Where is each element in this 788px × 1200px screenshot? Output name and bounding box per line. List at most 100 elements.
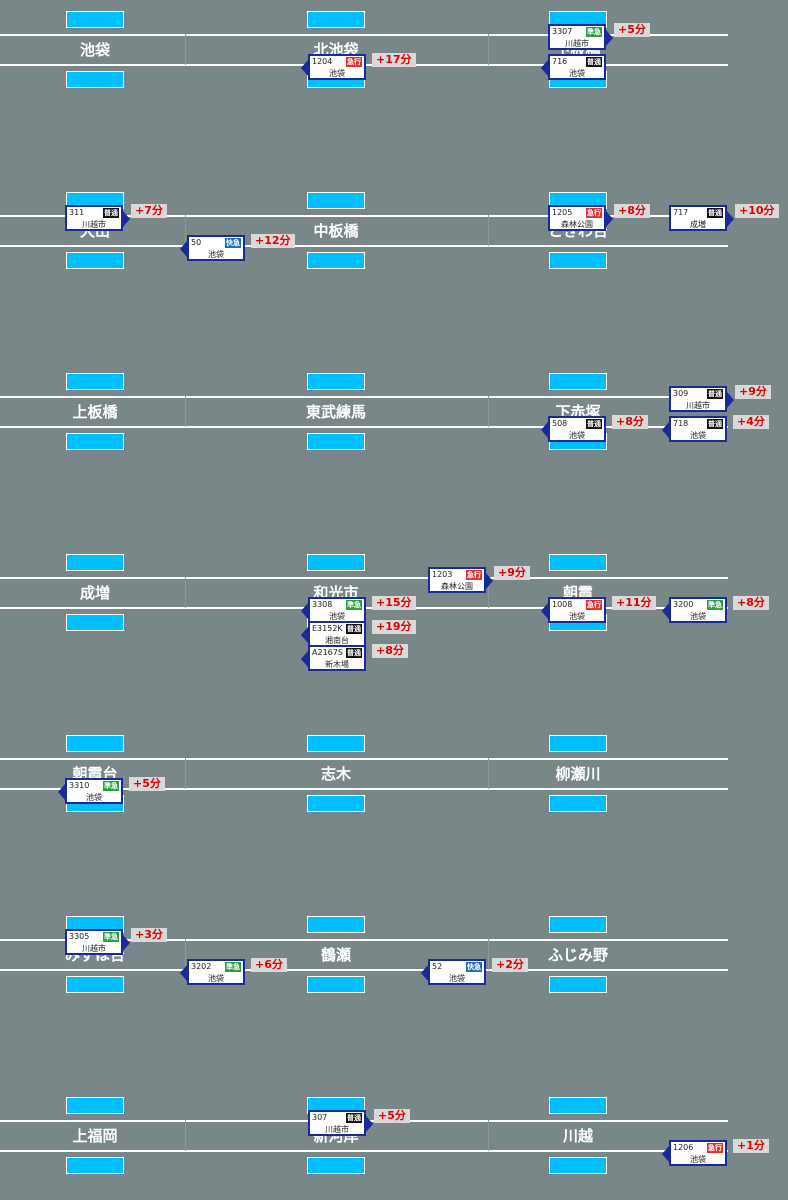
platform <box>307 976 365 993</box>
train-type-badge: 普通 <box>103 208 119 218</box>
platform <box>549 252 607 269</box>
train-marker[interactable]: 3307 準急 川越市 <box>548 24 613 50</box>
train-marker[interactable]: 52 快急 池袋 <box>421 959 486 985</box>
platform <box>66 71 124 88</box>
train-number: 3202 <box>191 962 212 971</box>
section-divider <box>488 758 489 789</box>
arrow-left-icon <box>301 651 308 667</box>
train-type-badge: 普通 <box>586 419 602 429</box>
platform <box>307 1157 365 1174</box>
track-up <box>0 426 728 428</box>
train-number: 311 <box>69 208 85 217</box>
train-type-badge: 快急 <box>225 238 241 248</box>
section-divider <box>488 215 489 246</box>
arrow-right-icon <box>727 392 734 408</box>
station-name[interactable]: 鶴瀬 <box>320 946 351 964</box>
arrow-left-icon <box>662 603 669 619</box>
train-marker[interactable]: 1204 急行 池袋 <box>301 54 366 80</box>
train-number: 3307 <box>552 27 573 36</box>
train-destination: 池袋 <box>208 974 224 983</box>
arrow-right-icon <box>606 211 613 227</box>
train-marker[interactable]: 1206 急行 池袋 <box>662 1140 727 1166</box>
platform <box>307 735 365 752</box>
train-marker[interactable]: 307 普通 川越市 <box>308 1110 373 1136</box>
train-marker[interactable]: 3308 準急 池袋 <box>301 597 366 623</box>
platform <box>549 1157 607 1174</box>
delay-badge: +5分 <box>614 23 650 37</box>
track-up <box>0 969 728 971</box>
platform <box>66 11 124 28</box>
station-name[interactable]: 川越 <box>562 1127 593 1145</box>
track-down <box>0 396 728 398</box>
platform <box>307 795 365 812</box>
section-divider <box>488 577 489 608</box>
delay-badge: +15分 <box>372 596 416 610</box>
train-number: 718 <box>673 419 689 428</box>
train-number: 1008 <box>552 600 573 609</box>
station-name[interactable]: 中板橋 <box>313 222 359 240</box>
train-marker[interactable]: A2167S 普通 新木場 <box>301 645 366 671</box>
station-name[interactable]: ふじみ野 <box>547 946 608 964</box>
train-number: 309 <box>673 389 689 398</box>
platform <box>549 554 607 571</box>
train-marker[interactable]: 3200 準急 池袋 <box>662 597 727 623</box>
train-marker[interactable]: E3152K 普通 湘南台 <box>301 621 366 647</box>
station-name[interactable]: 東武練馬 <box>305 403 366 421</box>
train-marker[interactable]: 309 普通 川越市 <box>669 386 734 412</box>
station-name[interactable]: 柳瀬川 <box>555 765 601 783</box>
arrow-left-icon <box>58 784 65 800</box>
train-marker[interactable]: 3310 準急 池袋 <box>58 778 123 804</box>
train-marker[interactable]: 508 普通 池袋 <box>541 416 606 442</box>
train-marker[interactable]: 311 普通 川越市 <box>65 205 130 231</box>
arrow-right-icon <box>366 1116 373 1132</box>
train-number: 3310 <box>69 781 90 790</box>
train-marker[interactable]: 717 普通 成増 <box>669 205 734 231</box>
section-divider <box>185 215 186 246</box>
train-marker[interactable]: 3305 準急 川越市 <box>65 929 130 955</box>
train-marker[interactable]: 50 快急 池袋 <box>180 235 245 261</box>
delay-badge: +3分 <box>131 928 167 942</box>
station-name[interactable]: 池袋 <box>79 41 110 59</box>
station-name[interactable]: 成増 <box>79 584 110 602</box>
train-marker[interactable]: 716 普通 池袋 <box>541 54 606 80</box>
arrow-left-icon <box>662 1146 669 1162</box>
train-marker[interactable]: 3202 準急 池袋 <box>180 959 245 985</box>
train-number: 508 <box>552 419 568 428</box>
train-number: A2167S <box>312 648 343 657</box>
track-up <box>0 1150 728 1152</box>
delay-badge: +11分 <box>612 596 656 610</box>
delay-badge: +19分 <box>372 620 416 634</box>
section-divider <box>185 939 186 970</box>
platform <box>307 192 365 209</box>
train-type-badge: 準急 <box>707 600 723 610</box>
station-name[interactable]: 上福岡 <box>72 1127 118 1145</box>
train-number: E3152K <box>312 624 343 633</box>
arrow-left-icon <box>301 627 308 643</box>
section-divider <box>488 939 489 970</box>
station-name[interactable]: 志木 <box>320 765 351 783</box>
train-marker[interactable]: 1008 急行 池袋 <box>541 597 606 623</box>
train-marker[interactable]: 1203 急行 森林公園 <box>428 567 493 593</box>
train-type-badge: 急行 <box>466 570 482 580</box>
platform <box>307 373 365 390</box>
arrow-left-icon <box>180 241 187 257</box>
platform <box>66 976 124 993</box>
train-destination: 池袋 <box>569 612 585 621</box>
arrow-right-icon <box>486 573 493 589</box>
track-down <box>0 577 728 579</box>
platform <box>66 1097 124 1114</box>
train-number: 1206 <box>673 1143 694 1152</box>
train-type-badge: 普通 <box>586 57 602 67</box>
track-up <box>0 788 728 790</box>
platform <box>549 795 607 812</box>
track-down <box>0 34 728 36</box>
station-name[interactable]: 上板橋 <box>72 403 118 421</box>
train-marker[interactable]: 1205 急行 森林公園 <box>548 205 613 231</box>
train-number: 307 <box>312 1113 328 1122</box>
platform <box>549 916 607 933</box>
section-divider <box>488 1120 489 1151</box>
train-destination: 池袋 <box>569 431 585 440</box>
delay-badge: +5分 <box>374 1109 410 1123</box>
train-marker[interactable]: 718 普通 池袋 <box>662 416 727 442</box>
